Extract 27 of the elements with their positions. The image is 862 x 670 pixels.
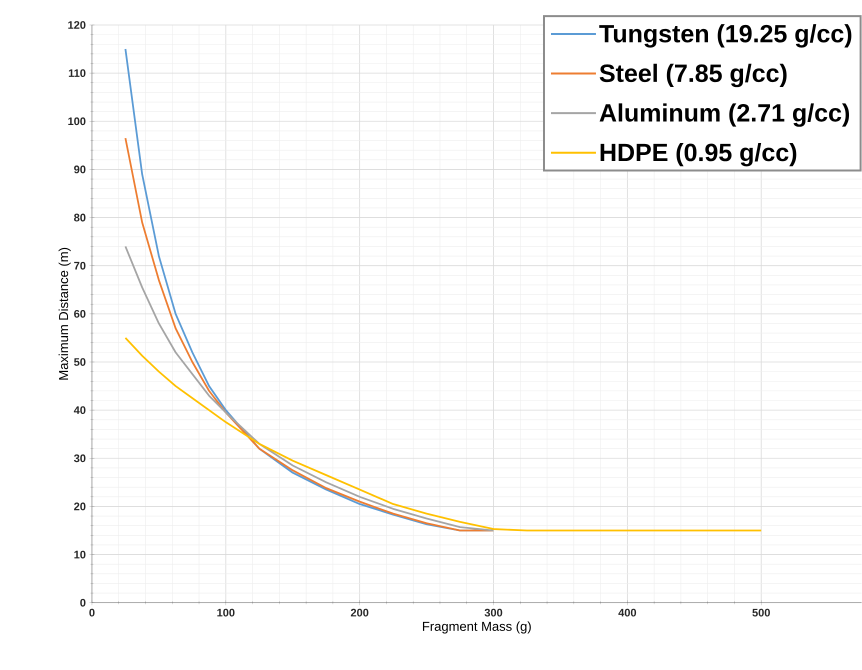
- y-tick-label: 120: [68, 21, 86, 30]
- y-tick-label: 90: [74, 166, 86, 174]
- legend-label: HDPE (0.95 g/cc): [600, 143, 796, 167]
- x-tick-label: 100: [217, 608, 235, 617]
- x-tick-label: 200: [350, 608, 368, 617]
- y-tick-label: 50: [74, 358, 86, 366]
- x-tick-label: 500: [752, 608, 770, 617]
- y-tick-label: 80: [74, 214, 86, 222]
- legend-label: Tungsten (19.25 g/cc): [599, 24, 852, 48]
- line-series: [124, 246, 494, 532]
- y-tick-label: 100: [68, 118, 86, 126]
- y-tick-label: 40: [74, 406, 86, 414]
- legend-label: Steel (7.85 g/cc): [600, 64, 787, 88]
- y-axis-title: Maximum Distance (m): [58, 248, 71, 380]
- y-tick-label: 10: [74, 550, 86, 559]
- legend-label: Aluminum (2.71 g/cc): [600, 104, 850, 127]
- x-tick-label: 300: [484, 608, 502, 617]
- line-series: [124, 137, 494, 532]
- y-tick-label: 20: [74, 502, 86, 510]
- y-tick-label: 30: [74, 454, 86, 462]
- x-tick-label: 400: [618, 608, 636, 617]
- x-axis-title: Fragment Mass (g): [422, 622, 531, 634]
- y-tick-label: 60: [74, 310, 86, 318]
- y-tick-label: 0: [80, 598, 86, 607]
- y-tick-label: 70: [74, 262, 86, 270]
- y-tick-label: 110: [68, 69, 86, 78]
- x-tick-label: 0: [89, 608, 95, 617]
